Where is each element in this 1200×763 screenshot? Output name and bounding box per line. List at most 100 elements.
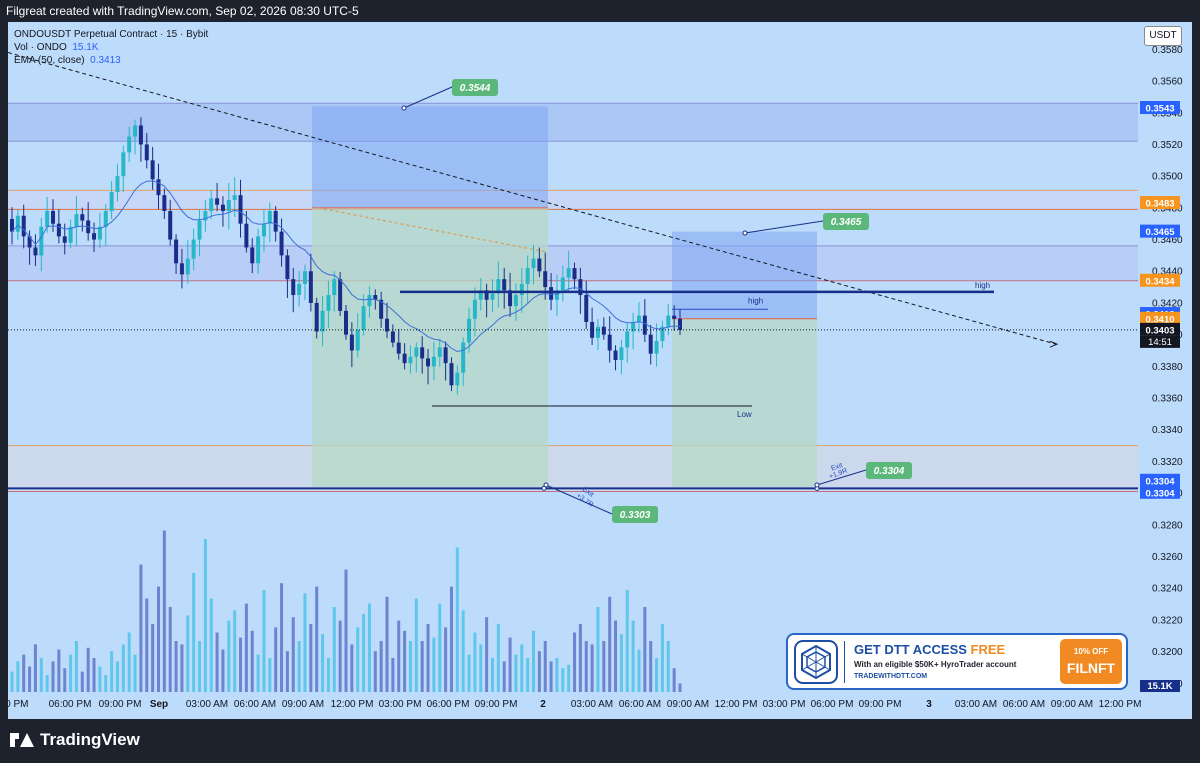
ad-url[interactable]: TRADEWITHDTT.COM: [854, 673, 928, 680]
candle-body: [62, 236, 67, 243]
callout-right-anchor: [742, 230, 748, 236]
volume-bar: [567, 664, 571, 692]
volume-bar: [438, 603, 442, 692]
candle-body: [209, 198, 214, 212]
candle-body: [51, 211, 56, 224]
price-label-box: [1140, 473, 1180, 487]
candle-body: [127, 136, 132, 153]
callout-top-anchor: [401, 105, 407, 111]
tradingview-logo[interactable]: TradingView: [10, 730, 140, 750]
x-tick-label: 06:00 PM: [49, 699, 92, 710]
candle-body: [338, 279, 343, 311]
target-box-2: [672, 231, 817, 319]
volume-bar: [133, 654, 137, 692]
candle-body: [297, 283, 302, 296]
coupon-code: FILNFT: [1066, 660, 1116, 676]
volume-bar: [449, 586, 453, 692]
resistance-zone-top: [8, 103, 1138, 142]
volume-bar: [590, 644, 594, 692]
chart-area[interactable]: high high Low Exit +3.7R Exit +1.9R 0.3544 0.346…: [0, 22, 1192, 719]
candle-body: [349, 334, 354, 351]
candle-body: [666, 315, 671, 327]
candle-body: [478, 290, 483, 300]
volume-axis-label: 15.1K: [1147, 681, 1172, 692]
volume-bar: [321, 634, 325, 692]
volume-bar: [51, 661, 55, 692]
x-tick-label: 12:00 PM: [1099, 699, 1142, 710]
header-title: Filgreat created with TradingView.com, S…: [6, 4, 359, 18]
candle-body: [156, 179, 161, 196]
volume-bar: [508, 637, 512, 692]
chart-svg[interactable]: highhighLowExit+3.7RExit+1.9R0.35440.346…: [0, 22, 1192, 719]
candle-body: [607, 334, 612, 351]
candle-body: [590, 321, 595, 338]
volume-bar: [514, 654, 518, 692]
stop-box-2: [672, 318, 817, 487]
candle-body: [642, 315, 647, 335]
callout-bottom-left-anchor: [543, 482, 549, 488]
candle-body: [45, 211, 50, 227]
volume-bar: [244, 603, 248, 692]
price-label: 0.3403: [1145, 325, 1174, 336]
volume-bar: [666, 641, 670, 692]
candle-body: [80, 214, 85, 221]
price-label-box: [1140, 273, 1180, 287]
volume-bar: [660, 624, 664, 692]
volume-bar: [426, 624, 430, 692]
x-tick-label: 06:00 AM: [234, 699, 276, 710]
volume-bar: [221, 649, 225, 692]
volume-bar: [602, 641, 606, 692]
candle-body: [174, 239, 179, 264]
candle-body: [625, 331, 630, 348]
volume-bar: [637, 649, 641, 692]
resistance-zone-mid: [8, 190, 1138, 210]
volume-bar: [250, 630, 254, 692]
price-label: 0.3410: [1145, 314, 1174, 325]
currency-button[interactable]: USDT: [1144, 26, 1182, 46]
y-tick-label: 0.3260: [1152, 552, 1183, 563]
candle-body: [461, 342, 466, 373]
y-tick-label: 0.3460: [1152, 235, 1183, 246]
x-tick-label: 09:00 PM: [99, 699, 142, 710]
volume-bar: [373, 651, 377, 692]
x-tick-label: 06:00 PM: [811, 699, 854, 710]
volume-bar: [92, 658, 96, 692]
candle-body: [631, 321, 636, 332]
candle-body: [121, 152, 126, 177]
x-tick-label: Sep: [150, 699, 168, 710]
volume-bar: [555, 658, 559, 692]
countdown-label: 14:51: [1148, 337, 1172, 348]
x-tick-label: 2: [540, 699, 546, 710]
volume-bar: [86, 647, 90, 692]
y-tick-label: 0.3520: [1152, 140, 1183, 151]
volume-bar: [573, 632, 577, 692]
dtt-advert[interactable]: GET DTT ACCESS FREE With an eligible $50…: [786, 633, 1128, 690]
candle-body: [291, 279, 296, 296]
ema-value: 0.3413: [90, 55, 121, 66]
candle-body: [74, 214, 79, 227]
volume-bar: [385, 596, 389, 692]
volume-bar: [420, 641, 424, 692]
volume-bar: [280, 583, 284, 692]
footer-bar: [0, 720, 1200, 763]
y-tick-label: 0.3280: [1152, 520, 1183, 531]
candle-body: [302, 271, 307, 284]
symbol-title[interactable]: ONDOUSDT Perpetual Contract · 15 · Bybit: [14, 29, 209, 40]
y-tick-label: 0.3340: [1152, 425, 1183, 436]
volume-bar: [110, 651, 114, 692]
price-label-box: [1140, 101, 1180, 114]
volume-bar: [285, 651, 289, 692]
candle-body: [549, 287, 554, 300]
volume-bar: [209, 598, 213, 692]
volume-axis-box: [1140, 680, 1180, 692]
volume-bar: [180, 644, 184, 692]
x-tick-label: 06:00 AM: [1003, 699, 1045, 710]
x-tick-label: 03:00 AM: [571, 699, 613, 710]
volume-bar: [496, 624, 500, 692]
coupon-badge[interactable]: 10% OFF FILNFT: [1060, 639, 1122, 684]
volume-bar: [104, 675, 108, 692]
volume-bar: [561, 668, 565, 692]
candle-body: [133, 125, 138, 137]
volume-bar: [584, 641, 588, 692]
volume-bar: [233, 610, 237, 692]
